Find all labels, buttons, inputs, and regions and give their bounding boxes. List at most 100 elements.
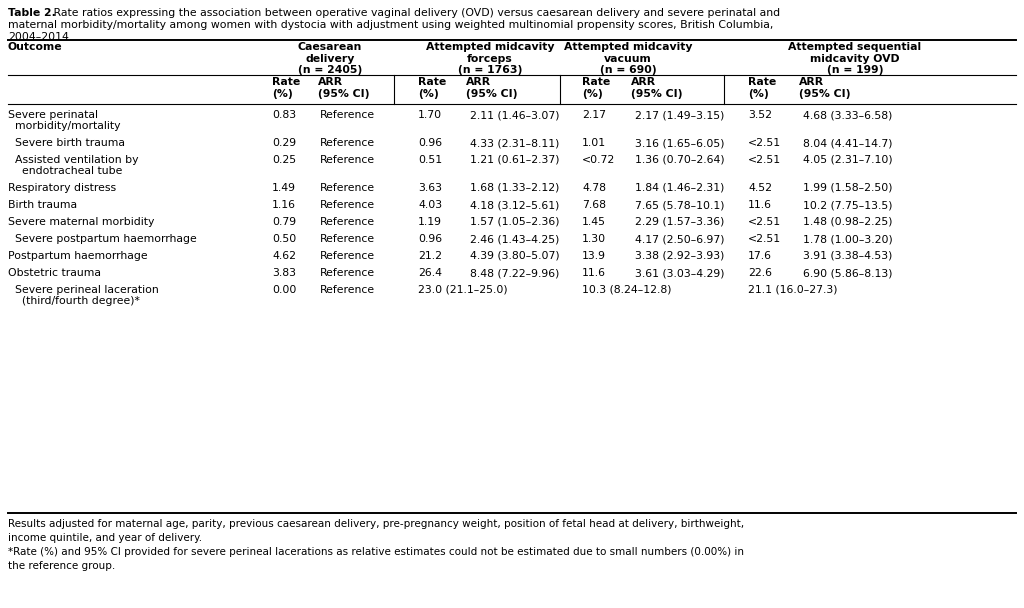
- Text: 21.2: 21.2: [418, 251, 442, 261]
- Text: 2004–2014: 2004–2014: [8, 32, 69, 42]
- Text: 3.83: 3.83: [272, 268, 296, 278]
- Text: Reference: Reference: [319, 285, 375, 295]
- Text: 11.6: 11.6: [582, 268, 606, 278]
- Text: 23.0 (21.1–25.0): 23.0 (21.1–25.0): [418, 285, 508, 295]
- Text: 1.16: 1.16: [272, 200, 296, 210]
- Text: Obstetric trauma: Obstetric trauma: [8, 268, 101, 278]
- Text: 0.51: 0.51: [418, 155, 442, 165]
- Text: 1.21 (0.61–2.37): 1.21 (0.61–2.37): [470, 155, 559, 165]
- Text: 13.9: 13.9: [582, 251, 606, 261]
- Text: Severe perinatal: Severe perinatal: [8, 110, 98, 120]
- Text: Reference: Reference: [319, 155, 375, 165]
- Text: ARR
(95% CI): ARR (95% CI): [799, 77, 851, 98]
- Text: 4.62: 4.62: [272, 251, 296, 261]
- Text: 7.65 (5.78–10.1): 7.65 (5.78–10.1): [635, 200, 725, 210]
- Text: 0.29: 0.29: [272, 138, 296, 148]
- Text: ARR
(95% CI): ARR (95% CI): [318, 77, 370, 98]
- Text: 8.04 (4.41–14.7): 8.04 (4.41–14.7): [803, 138, 893, 148]
- Text: 1.48 (0.98–2.25): 1.48 (0.98–2.25): [803, 217, 893, 227]
- Text: ARR
(95% CI): ARR (95% CI): [631, 77, 683, 98]
- Text: 8.48 (7.22–9.96): 8.48 (7.22–9.96): [470, 268, 559, 278]
- Text: Severe maternal morbidity: Severe maternal morbidity: [8, 217, 155, 227]
- Text: 0.50: 0.50: [272, 234, 296, 244]
- Text: Reference: Reference: [319, 200, 375, 210]
- Text: income quintile, and year of delivery.: income quintile, and year of delivery.: [8, 533, 202, 543]
- Text: <2.51: <2.51: [748, 138, 781, 148]
- Text: Rate
(%): Rate (%): [748, 77, 776, 98]
- Text: Attempted sequential
midcavity OVD
(n = 199): Attempted sequential midcavity OVD (n = …: [788, 42, 922, 75]
- Text: 0.96: 0.96: [418, 234, 442, 244]
- Text: ARR
(95% CI): ARR (95% CI): [466, 77, 517, 98]
- Text: 10.3 (8.24–12.8): 10.3 (8.24–12.8): [582, 285, 672, 295]
- Text: 0.79: 0.79: [272, 217, 296, 227]
- Text: 4.52: 4.52: [748, 183, 772, 193]
- Text: 3.52: 3.52: [748, 110, 772, 120]
- Text: Reference: Reference: [319, 268, 375, 278]
- Text: 11.6: 11.6: [748, 200, 772, 210]
- Text: 4.78: 4.78: [582, 183, 606, 193]
- Text: 1.49: 1.49: [272, 183, 296, 193]
- Text: 2.46 (1.43–4.25): 2.46 (1.43–4.25): [470, 234, 559, 244]
- Text: 0.00: 0.00: [272, 285, 296, 295]
- Text: maternal morbidity/mortality among women with dystocia with adjustment using wei: maternal morbidity/mortality among women…: [8, 20, 773, 30]
- Text: 1.78 (1.00–3.20): 1.78 (1.00–3.20): [803, 234, 893, 244]
- Text: Reference: Reference: [319, 110, 375, 120]
- Text: 2.17 (1.49–3.15): 2.17 (1.49–3.15): [635, 110, 724, 120]
- Text: (third/fourth degree)*: (third/fourth degree)*: [8, 296, 140, 306]
- Text: Reference: Reference: [319, 183, 375, 193]
- Text: Reference: Reference: [319, 217, 375, 227]
- Text: 3.63: 3.63: [418, 183, 442, 193]
- Text: 1.01: 1.01: [582, 138, 606, 148]
- Text: 3.38 (2.92–3.93): 3.38 (2.92–3.93): [635, 251, 724, 261]
- Text: morbidity/mortality: morbidity/mortality: [8, 121, 121, 131]
- Text: <2.51: <2.51: [748, 234, 781, 244]
- Text: 1.84 (1.46–2.31): 1.84 (1.46–2.31): [635, 183, 724, 193]
- Text: 1.36 (0.70–2.64): 1.36 (0.70–2.64): [635, 155, 725, 165]
- Text: 2.11 (1.46–3.07): 2.11 (1.46–3.07): [470, 110, 559, 120]
- Text: 26.4: 26.4: [418, 268, 442, 278]
- Text: 22.6: 22.6: [748, 268, 772, 278]
- Text: Reference: Reference: [319, 251, 375, 261]
- Text: Attempted midcavity
vacuum
(n = 690): Attempted midcavity vacuum (n = 690): [564, 42, 692, 75]
- Text: 4.03: 4.03: [418, 200, 442, 210]
- Text: <2.51: <2.51: [748, 155, 781, 165]
- Text: 4.39 (3.80–5.07): 4.39 (3.80–5.07): [470, 251, 560, 261]
- Text: <2.51: <2.51: [748, 217, 781, 227]
- Text: 1.68 (1.33–2.12): 1.68 (1.33–2.12): [470, 183, 559, 193]
- Text: Severe perineal laceration: Severe perineal laceration: [8, 285, 159, 295]
- Text: 3.16 (1.65–6.05): 3.16 (1.65–6.05): [635, 138, 725, 148]
- Text: Rate
(%): Rate (%): [272, 77, 300, 98]
- Text: Reference: Reference: [319, 138, 375, 148]
- Text: Severe birth trauma: Severe birth trauma: [8, 138, 125, 148]
- Text: <0.72: <0.72: [582, 155, 615, 165]
- Text: 1.70: 1.70: [418, 110, 442, 120]
- Text: Outcome: Outcome: [8, 42, 62, 52]
- Text: 3.91 (3.38–4.53): 3.91 (3.38–4.53): [803, 251, 892, 261]
- Text: 0.83: 0.83: [272, 110, 296, 120]
- Text: 1.19: 1.19: [418, 217, 442, 227]
- Text: Rate
(%): Rate (%): [418, 77, 446, 98]
- Text: 7.68: 7.68: [582, 200, 606, 210]
- Text: 0.25: 0.25: [272, 155, 296, 165]
- Text: 1.57 (1.05–2.36): 1.57 (1.05–2.36): [470, 217, 559, 227]
- Text: 2.29 (1.57–3.36): 2.29 (1.57–3.36): [635, 217, 724, 227]
- Text: Results adjusted for maternal age, parity, previous caesarean delivery, pre-preg: Results adjusted for maternal age, parit…: [8, 519, 744, 529]
- Text: the reference group.: the reference group.: [8, 561, 116, 571]
- Text: endotracheal tube: endotracheal tube: [8, 166, 123, 176]
- Text: 17.6: 17.6: [748, 251, 772, 261]
- Text: Rate ratios expressing the association between operative vaginal delivery (OVD) : Rate ratios expressing the association b…: [50, 8, 780, 18]
- Text: Attempted midcavity
forceps
(n = 1763): Attempted midcavity forceps (n = 1763): [426, 42, 554, 75]
- Text: *Rate (%) and 95% CI provided for severe perineal lacerations as relative estima: *Rate (%) and 95% CI provided for severe…: [8, 547, 744, 557]
- Text: 4.68 (3.33–6.58): 4.68 (3.33–6.58): [803, 110, 892, 120]
- Text: Postpartum haemorrhage: Postpartum haemorrhage: [8, 251, 147, 261]
- Text: 10.2 (7.75–13.5): 10.2 (7.75–13.5): [803, 200, 893, 210]
- Text: 4.17 (2.50–6.97): 4.17 (2.50–6.97): [635, 234, 725, 244]
- Text: 6.90 (5.86–8.13): 6.90 (5.86–8.13): [803, 268, 893, 278]
- Text: 4.18 (3.12–5.61): 4.18 (3.12–5.61): [470, 200, 559, 210]
- Text: Rate
(%): Rate (%): [582, 77, 610, 98]
- Text: 0.96: 0.96: [418, 138, 442, 148]
- Text: Birth trauma: Birth trauma: [8, 200, 77, 210]
- Text: Severe postpartum haemorrhage: Severe postpartum haemorrhage: [8, 234, 197, 244]
- Text: Respiratory distress: Respiratory distress: [8, 183, 116, 193]
- Text: 21.1 (16.0–27.3): 21.1 (16.0–27.3): [748, 285, 838, 295]
